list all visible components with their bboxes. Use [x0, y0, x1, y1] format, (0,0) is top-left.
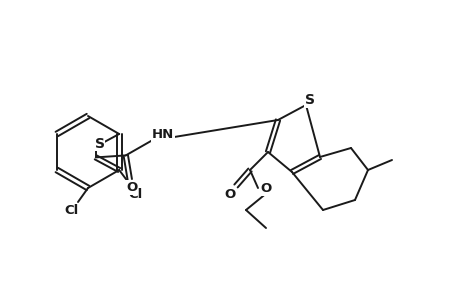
Text: O: O — [224, 188, 235, 200]
Text: Cl: Cl — [128, 188, 142, 200]
Text: S: S — [304, 93, 314, 107]
Text: O: O — [126, 181, 137, 194]
Text: S: S — [95, 136, 105, 151]
Text: HN: HN — [151, 128, 174, 141]
Text: O: O — [260, 182, 271, 196]
Text: Cl: Cl — [65, 203, 79, 217]
